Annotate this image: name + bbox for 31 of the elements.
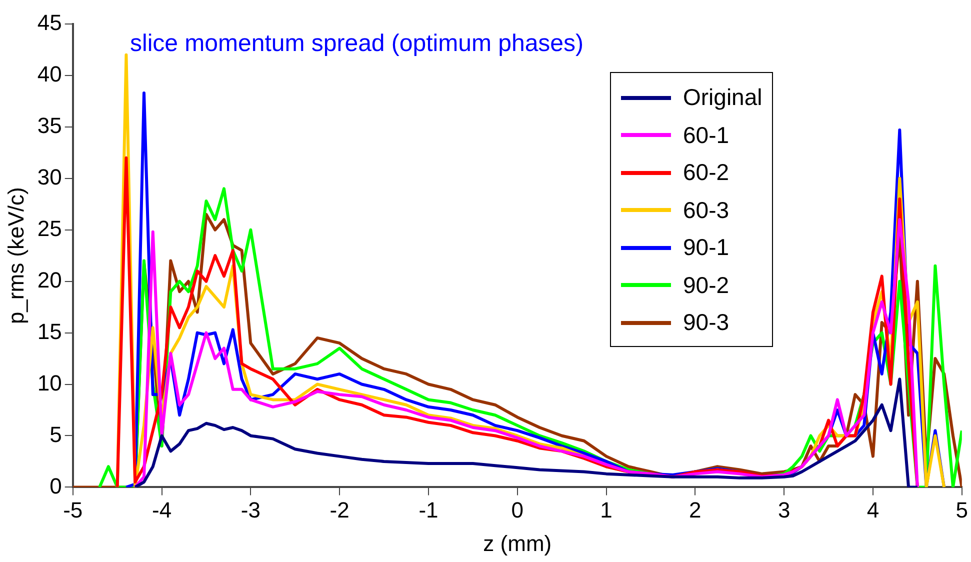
- legend-label: 90-2: [683, 272, 730, 299]
- legend-label: 90-1: [683, 234, 730, 262]
- x-tick-label: 3: [778, 497, 790, 522]
- y-tick-label: 25: [37, 216, 62, 241]
- x-tick-label: 2: [689, 497, 702, 522]
- legend-label: Original: [683, 84, 762, 112]
- chart-title: slice momentum spread (optimum phases): [130, 30, 584, 58]
- y-tick-label: 10: [37, 370, 62, 396]
- y-tick-label: 40: [37, 62, 62, 87]
- y-tick-label: 45: [37, 10, 62, 36]
- legend-label: 90-3: [683, 309, 730, 336]
- legend-label: 60-3: [683, 196, 730, 224]
- x-tick-label: 1: [600, 497, 612, 522]
- y-tick-label: 35: [37, 112, 62, 138]
- y-tick-label: 15: [37, 318, 62, 344]
- x-tick-label: 4: [866, 497, 880, 522]
- x-tick-label: -1: [418, 497, 438, 522]
- y-axis-title: p_rms (keV/c): [3, 187, 28, 324]
- y-tick-label: 20: [37, 267, 62, 292]
- x-tick-label: 0: [511, 497, 524, 522]
- x-axis-title: z (mm): [483, 530, 552, 556]
- x-tick-label: -3: [240, 497, 260, 522]
- legend-label: 60-1: [683, 122, 730, 149]
- x-tick-label: -5: [63, 497, 83, 522]
- x-tick-label: 5: [956, 497, 968, 522]
- y-tick-label: 30: [37, 164, 62, 190]
- y-tick-label: 5: [50, 422, 62, 447]
- y-tick-label: 0: [50, 473, 62, 498]
- x-tick-label: -4: [152, 497, 172, 522]
- x-tick-label: -2: [330, 497, 350, 522]
- legend-label: 60-2: [683, 159, 730, 186]
